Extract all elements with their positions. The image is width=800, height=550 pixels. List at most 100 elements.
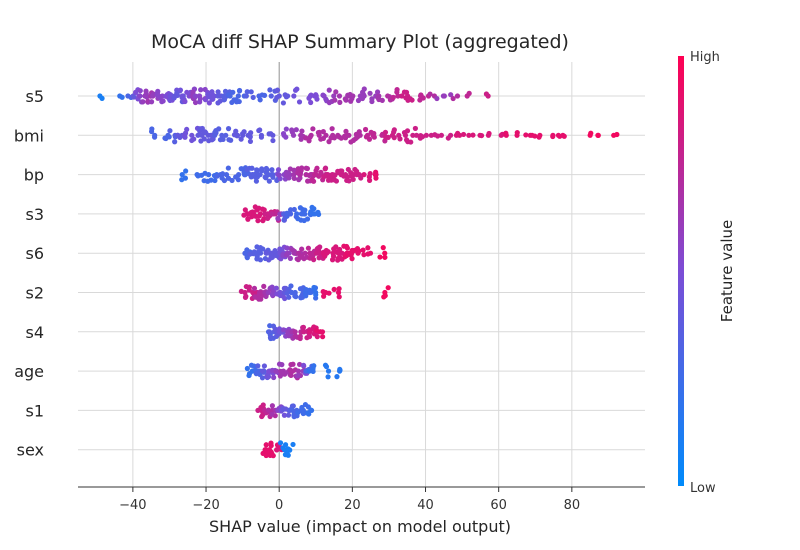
shap-point (313, 292, 319, 298)
shap-point (179, 177, 185, 183)
shap-point (354, 245, 361, 252)
shap-point (210, 96, 216, 102)
shap-point (182, 130, 189, 136)
shap-point (307, 287, 313, 293)
shap-point (394, 89, 400, 95)
shap-point (140, 99, 146, 105)
shap-point (273, 368, 279, 374)
shap-point (514, 129, 520, 136)
shap-point (261, 363, 268, 369)
shap-point (247, 138, 254, 145)
shap-point (149, 126, 155, 132)
shap-point (329, 126, 335, 132)
feature-label-s2: s2 (25, 284, 44, 303)
shap-point (195, 132, 201, 138)
shap-point (257, 127, 263, 133)
shap-point (247, 251, 253, 257)
shap-point (313, 327, 320, 334)
shap-point (235, 177, 241, 183)
shap-point (306, 138, 312, 144)
shap-point (305, 245, 312, 251)
shap-point (214, 173, 220, 179)
shap-point (339, 250, 345, 256)
shap-point (243, 283, 249, 290)
shap-point (197, 126, 203, 132)
shap-point (391, 129, 397, 135)
shap-point (266, 257, 272, 263)
shap-point (167, 97, 173, 104)
points-layer (97, 86, 620, 459)
shap-point (383, 134, 389, 140)
shap-point (358, 175, 364, 181)
shap-point (265, 172, 272, 178)
shap-point (274, 94, 280, 101)
shap-point (244, 255, 250, 261)
shap-point (269, 403, 275, 409)
shap-point (614, 131, 620, 138)
shap-point (229, 177, 235, 184)
shap-point (322, 166, 328, 172)
shap-point (346, 132, 352, 138)
shap-point (291, 93, 297, 99)
shap-point (339, 168, 345, 174)
shap-point (332, 97, 338, 103)
shap-point (260, 246, 266, 252)
shap-point (268, 440, 274, 446)
shap-point (326, 290, 332, 296)
shap-point (331, 135, 337, 141)
shap-point (119, 94, 125, 100)
shap-point (320, 92, 326, 98)
shap-point (412, 125, 418, 132)
shap-point (208, 177, 214, 183)
shap-point (285, 330, 291, 336)
shap-point (225, 165, 231, 171)
shap-point (162, 135, 168, 141)
shap-point (448, 92, 454, 98)
shap-point (409, 97, 415, 103)
shap-point (390, 94, 396, 100)
shap-point (238, 136, 244, 142)
shap-point (249, 165, 255, 171)
shap-point (321, 293, 327, 299)
shap-point (343, 128, 349, 134)
shap-point (305, 410, 311, 416)
shap-point (326, 139, 332, 145)
shap-point (382, 293, 388, 299)
shap-point (137, 93, 143, 99)
shap-point (296, 361, 303, 368)
shap-point (318, 169, 324, 175)
shap-point (137, 88, 143, 94)
shap-point (167, 128, 173, 134)
shap-point (483, 91, 490, 97)
shap-point (258, 404, 264, 411)
feature-label-s4: s4 (25, 323, 44, 342)
shap-point (310, 366, 316, 372)
shap-point (365, 245, 371, 251)
shap-point (209, 89, 215, 95)
shap-point (271, 374, 277, 381)
colorbar-gradient (678, 56, 684, 486)
shap-point (251, 285, 258, 291)
shap-point (220, 136, 226, 143)
feature-label-s3: s3 (25, 205, 44, 224)
shap-point (350, 176, 356, 182)
shap-point (298, 167, 304, 174)
shap-point (441, 93, 447, 99)
shap-point (273, 285, 279, 291)
shap-point (160, 98, 166, 104)
shap-point (192, 99, 199, 106)
colorbar-low-label: Low (690, 481, 716, 496)
shap-point (99, 95, 105, 101)
shap-point (270, 453, 276, 459)
shap-point (175, 132, 181, 138)
shap-point (259, 166, 265, 172)
shap-point (287, 207, 294, 213)
shap-point (263, 442, 269, 448)
x-tick-label: 60 (490, 498, 507, 513)
shap-point (326, 87, 332, 93)
shap-point (272, 248, 278, 254)
shap-point (314, 334, 320, 340)
shap-point (397, 136, 403, 142)
shap-point (325, 368, 332, 374)
x-tick-label: 0 (275, 498, 283, 513)
